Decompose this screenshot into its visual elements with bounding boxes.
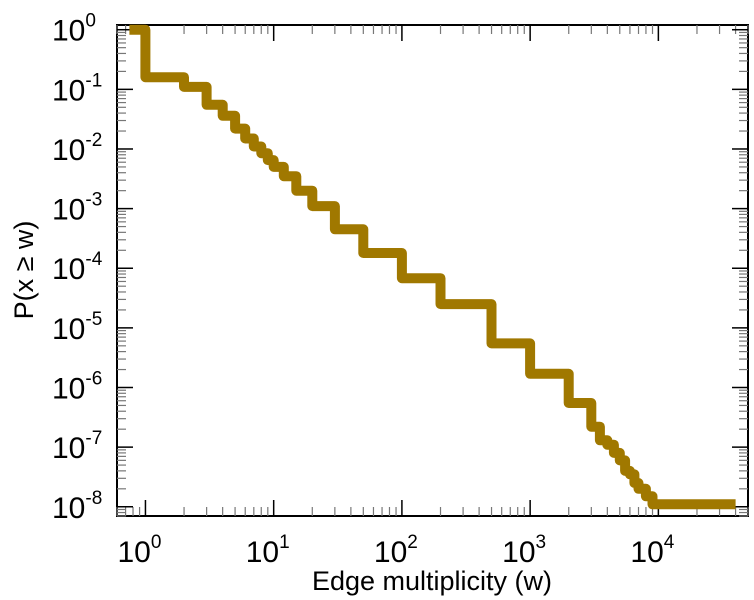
y-tick-label: 10-4 — [52, 249, 103, 286]
x-tick-labels: 100 101 102 103 104 — [117, 532, 674, 569]
x-axis-title: Edge multiplicity (w) — [312, 566, 552, 596]
y-tick-label: 10-8 — [52, 488, 102, 525]
series-line — [129, 24, 736, 510]
y-tick-labels: 100 10-1 10-2 10-3 10-4 10-5 10-6 10-7 10-8 — [52, 11, 103, 525]
plot-frame — [116, 24, 749, 517]
x-tick-label: 102 — [374, 532, 418, 569]
x-tick-label: 103 — [502, 532, 546, 569]
minor-ticks — [116, 25, 749, 517]
y-tick-label: 100 — [52, 11, 96, 48]
y-tick-label: 10-5 — [52, 309, 102, 346]
y-tick-label: 10-6 — [52, 369, 102, 406]
x-tick-label: 101 — [246, 532, 290, 569]
y-tick-label: 10-7 — [52, 428, 102, 465]
y-tick-label: 10-1 — [52, 70, 102, 107]
y-tick-label: 10-2 — [52, 130, 102, 167]
x-tick-label: 100 — [117, 532, 161, 569]
series-layer — [129, 24, 736, 510]
y-tick-label: 10-3 — [52, 190, 102, 227]
x-tick-label: 104 — [630, 532, 674, 569]
y-axis-title: P(x ≥ w) — [9, 221, 39, 320]
